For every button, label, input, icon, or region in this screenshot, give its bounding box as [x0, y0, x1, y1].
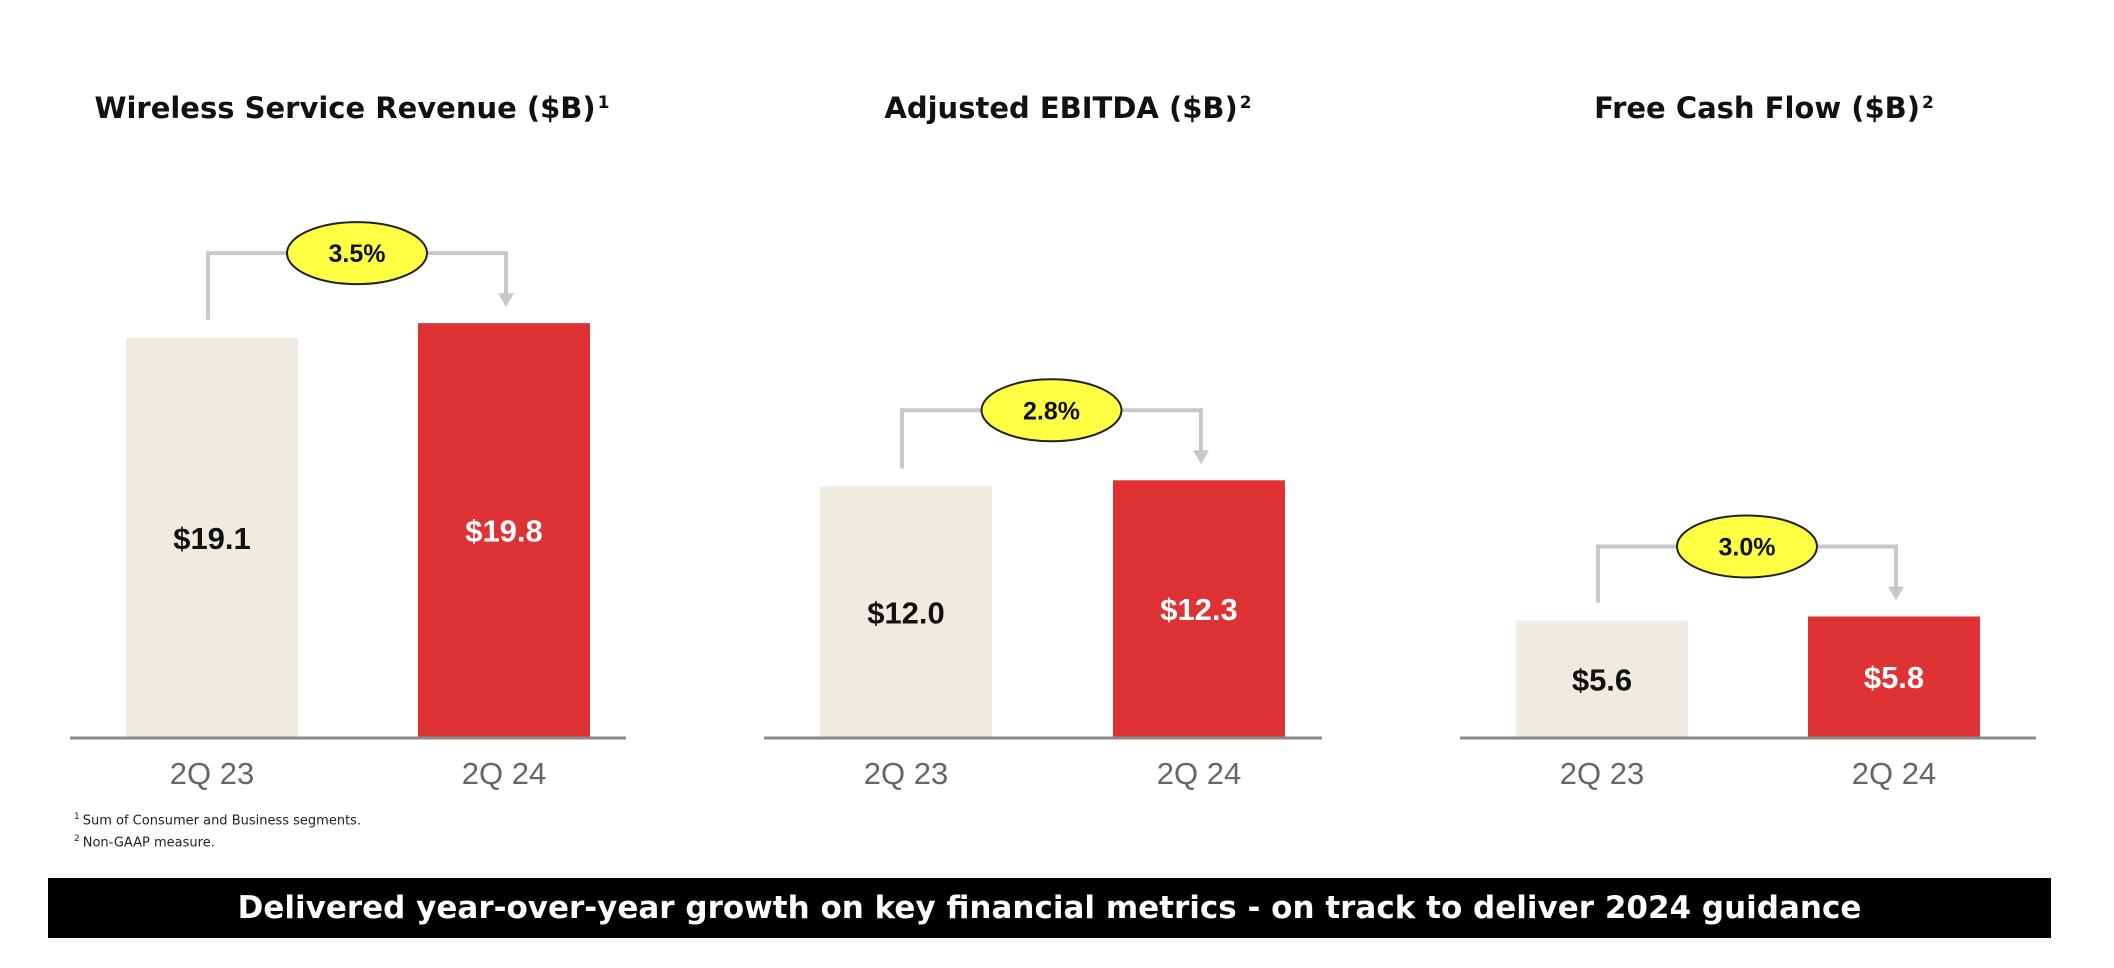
growth-badge-label: 3.5% — [329, 240, 386, 268]
category-tick-label: 2Q 23 — [864, 756, 948, 791]
bar-value-label: $19.8 — [465, 514, 543, 549]
growth-badge-label: 3.0% — [1719, 533, 1776, 561]
category-tick-label: 2Q 23 — [170, 756, 254, 791]
bar-current — [1808, 616, 1980, 738]
chart-title: Wireless Service Revenue ($B) 1 — [94, 91, 609, 125]
growth-badge — [286, 221, 428, 286]
title-footnote-marker: 2 — [1240, 93, 1252, 113]
footnotes: 1 Sum of Consumer and Business segments. … — [74, 808, 361, 853]
chart-title: Free Cash Flow ($B) 2 — [1594, 91, 1934, 125]
category-tick-label: 2Q 24 — [462, 756, 546, 791]
footnote-marker: 1 — [74, 812, 80, 822]
footnote-1: 1 Sum of Consumer and Business segments. — [74, 808, 361, 830]
banner-text: Delivered year-over-year growth on key f… — [237, 890, 1862, 926]
footnote-marker: 2 — [74, 834, 80, 845]
growth-badge — [980, 378, 1123, 443]
category-tick-label: 2Q 24 — [1852, 756, 1936, 791]
bar-value-label: $19.1 — [173, 521, 251, 556]
growth-badge — [1676, 514, 1818, 579]
growth-arrowhead — [498, 293, 514, 308]
title-footnote-marker: 1 — [598, 93, 610, 113]
bar-value-label: $12.0 — [867, 595, 945, 630]
growth-arrowhead — [1888, 586, 1904, 601]
bar-value-label: $5.6 — [1572, 662, 1632, 697]
bar-value-label: $12.3 — [1160, 592, 1238, 627]
growth-arrowhead — [1193, 450, 1209, 465]
summary-banner: Delivered year-over-year growth on key f… — [48, 878, 2051, 938]
chart-panel-2: Adjusted EBITDA ($B) 2 $12.0 2Q 23 $12.3 2Q 2… — [764, 91, 1322, 791]
bar-current — [418, 323, 590, 738]
growth-badge-label: 2.8% — [1023, 397, 1080, 425]
bar-prior — [1516, 620, 1688, 738]
category-tick-label: 2Q 24 — [1157, 756, 1241, 791]
chart-panel-1: Wireless Service Revenue ($B) 1 $19.1 2Q 23… — [70, 91, 626, 791]
footnote-2: 2 Non-GAAP measure. — [74, 830, 361, 852]
bar-prior — [126, 337, 298, 738]
chart-panel-3: Free Cash Flow ($B) 2 $5.6 2Q 23 $5.8 2Q 24 3.… — [1460, 91, 2036, 791]
bar-current — [1113, 480, 1285, 738]
category-tick-label: 2Q 23 — [1560, 756, 1644, 791]
bar-value-label: $5.8 — [1864, 660, 1924, 695]
footnote-text: Sum of Consumer and Business segments. — [82, 813, 362, 829]
footnote-text: Non-GAAP measure. — [82, 835, 215, 851]
chart-title: Adjusted EBITDA ($B) 2 — [884, 91, 1251, 125]
bar-prior — [820, 486, 992, 738]
title-footnote-marker: 2 — [1922, 93, 1934, 113]
